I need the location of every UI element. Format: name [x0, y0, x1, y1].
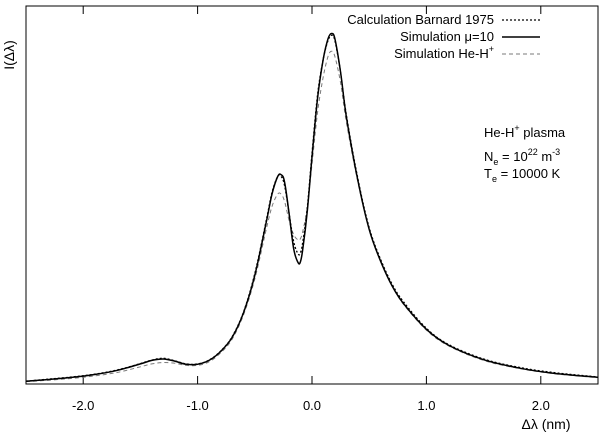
x-tick-label: 0.0 [303, 398, 321, 413]
legend-label-barnard: Calculation Barnard 1975 [347, 12, 494, 27]
x-tick-label: -2.0 [72, 398, 94, 413]
y-axis-label: I(Δλ) [1, 40, 17, 70]
x-tick-label: -1.0 [186, 398, 208, 413]
annotation-plasma: He-H+ plasma [484, 123, 566, 140]
annotation-density: Ne = 1022 m-3 [484, 147, 560, 167]
legend-label-mu10: Simulation μ=10 [400, 29, 494, 44]
series-layer [25, 32, 599, 383]
x-tick-label: 2.0 [532, 398, 550, 413]
series-line-dotted [25, 34, 599, 382]
series-line-solid [25, 32, 599, 382]
x-axis-label: Δλ (nm) [521, 416, 570, 432]
annotation-temperature: Te = 10000 K [484, 166, 561, 184]
legend-label-hehplus: Simulation He-H+ [394, 44, 494, 61]
series-line-dashed [25, 50, 599, 383]
plasma-annotation: He-H+ plasma Ne = 1022 m-3 Te = 10000 K [484, 123, 566, 184]
plot-frame [25, 5, 599, 385]
legend: Calculation Barnard 1975 Simulation μ=10… [347, 12, 540, 61]
x-tick-label: 1.0 [417, 398, 435, 413]
x-axis-ticks: -2.0 -1.0 0.0 1.0 2.0 [72, 6, 550, 413]
